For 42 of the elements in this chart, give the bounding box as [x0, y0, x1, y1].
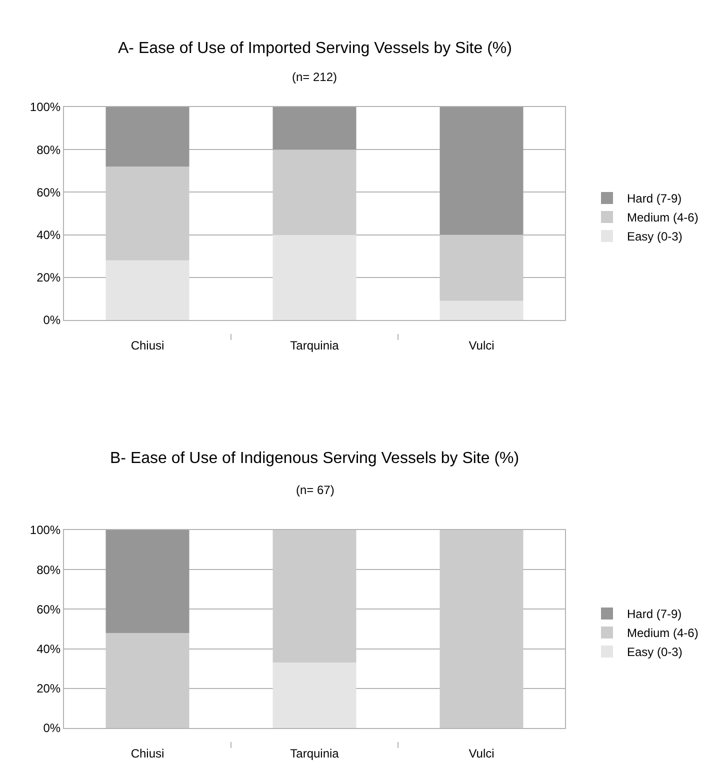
- legend-label: Medium (4-6): [627, 626, 698, 640]
- y-tick-label: 0%: [43, 313, 61, 328]
- x-tick-label: Vulci: [468, 338, 494, 352]
- bar: [272, 107, 356, 150]
- y-tick-label: 60%: [36, 602, 61, 616]
- x-tick-label: Chiusi: [130, 338, 164, 352]
- bar: [440, 530, 524, 728]
- y-tick-label: 60%: [36, 185, 61, 200]
- x-tick-label: Chiusi: [130, 746, 164, 760]
- chart-subtitle: (n= 67): [296, 483, 334, 497]
- x-tick-label: Tarquinia: [290, 746, 340, 760]
- legend-label: Hard (7-9): [627, 607, 682, 622]
- bar: [106, 260, 190, 320]
- y-tick-label: 20%: [36, 682, 61, 696]
- bar: [272, 662, 356, 728]
- chart-title: A- Ease of Use of Imported Serving Vessels by Site (%): [118, 40, 512, 57]
- x-tick-label: Tarquinia: [290, 338, 340, 352]
- bar: [440, 107, 524, 235]
- y-tick-label: 80%: [36, 142, 61, 157]
- legend-label: Medium (4-6): [627, 210, 698, 225]
- y-tick-label: 80%: [36, 562, 61, 577]
- legend-label: Easy (0-3): [627, 645, 682, 660]
- chart-subtitle: (n= 212): [292, 70, 338, 84]
- bar: [106, 530, 190, 633]
- bar: [440, 234, 524, 301]
- bar: [272, 150, 356, 235]
- bar: [106, 166, 190, 260]
- y-tick-label: 20%: [36, 270, 61, 285]
- y-tick-label: 40%: [36, 642, 61, 656]
- bar: [440, 300, 524, 320]
- y-tick-label: 100%: [30, 523, 61, 538]
- y-tick-label: 40%: [36, 228, 61, 242]
- x-tick-label: Vulci: [468, 746, 494, 760]
- chart-title: B- Ease of Use of Indigenous Serving Vessels by Site (%): [110, 450, 520, 467]
- legend-label: Easy (0-3): [627, 230, 682, 244]
- legend-label: Hard (7-9): [627, 192, 682, 206]
- bar: [106, 632, 190, 728]
- bar: [272, 234, 356, 320]
- y-tick-label: 0%: [43, 721, 61, 736]
- bar: [106, 107, 190, 167]
- bar: [272, 530, 356, 663]
- y-tick-label: 100%: [30, 100, 61, 114]
